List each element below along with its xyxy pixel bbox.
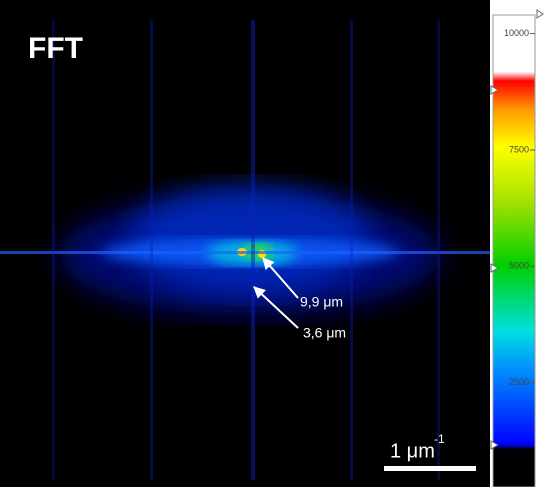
annotation: 3,6 μm [303, 325, 346, 341]
colorbar-tick-label: 7500 [509, 144, 529, 154]
annotation: 9,9 μm [300, 294, 343, 310]
colorbar-marker [490, 9, 544, 450]
colorbar-tick-label: 5000 [509, 261, 529, 271]
arrow [262, 257, 299, 299]
colorbar-tick-label: 10000 [504, 28, 529, 38]
fft-signal [0, 20, 490, 480]
arrow [253, 286, 299, 329]
scale-bar-exponent: -1 [434, 432, 445, 446]
colorbar [492, 14, 536, 487]
scale-bar-label: 1 μm [390, 440, 435, 462]
panel-label: FFT [28, 32, 83, 65]
colorbar-tick-label: 2500 [509, 377, 529, 387]
scale-bar [384, 466, 476, 471]
